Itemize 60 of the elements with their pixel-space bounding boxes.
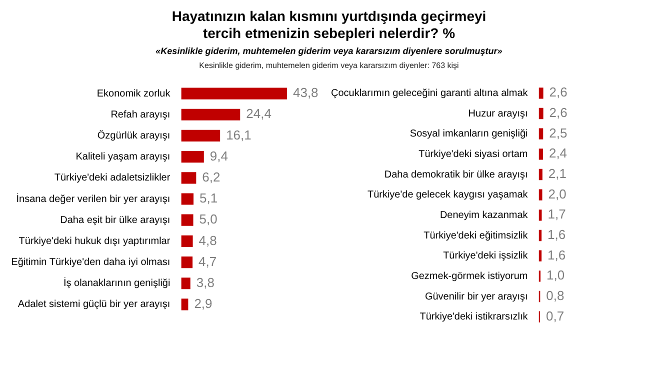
data-label: 0,7	[546, 308, 564, 324]
data-label: 5,0	[199, 212, 218, 227]
y-tick-label: Deneyim kazanmak	[440, 210, 529, 221]
y-tick-label: Türkiye'deki adaletsizlikler	[54, 172, 171, 184]
data-label: 2,0	[548, 186, 566, 202]
bar	[181, 278, 190, 290]
text: Hayatınızın kalan kısmını yurtdışında geçirmeyi tercih etmenizin sebepleri nelerdir? %	[170, 8, 488, 42]
y-tick-label: Sosyal imkanların genişliği	[410, 128, 528, 140]
data-label: 43,8	[292, 85, 318, 100]
data-label: 1,0	[546, 268, 565, 283]
data-label: 9,4	[210, 148, 228, 164]
bar	[181, 193, 194, 205]
data-label: 24,4	[246, 106, 272, 122]
y-tick-label: Türkiye'deki eğitimsizlik	[424, 230, 529, 242]
y-tick-label: Refah arayışı	[110, 109, 170, 120]
data-label: 1,7	[548, 206, 566, 222]
bar	[181, 151, 204, 163]
y-tick-label: Huzur arayışı	[468, 108, 528, 120]
data-label: 3,8	[196, 274, 214, 290]
y-tick-label: Eğitimin Türkiye'den daha iyi olması	[11, 257, 170, 268]
bar	[181, 298, 188, 310]
y-tick-label: Türkiye'deki işsizlik	[443, 250, 529, 262]
y-tick-label: Adalet sistemi güçlü bir yer arayışı	[18, 299, 170, 310]
bar	[181, 88, 287, 100]
y-tick-label: Türkiye'de gelecek kaygısı yaşamak	[367, 190, 529, 201]
y-tick-label: Türkiye'deki siyasi ortam	[418, 148, 528, 160]
data-label: 16,1	[226, 127, 252, 142]
bar	[181, 172, 196, 184]
data-label: 5,1	[200, 190, 218, 206]
text: «Kesinlikle giderim, muhtemelen giderim veya kararsızım diyenlere sorulmuştur»	[154, 46, 504, 56]
y-tick-label: Ekonomik zorluk	[96, 88, 172, 100]
bar	[181, 235, 193, 247]
data-label: 1,6	[548, 227, 566, 242]
text: Kesinlikle giderim, muhtemelen giderim veya kararsızım diyenler: 763 kişi	[198, 61, 460, 70]
data-label: 4,7	[198, 254, 217, 269]
y-tick-label: Kaliteli yaşam arayışı	[76, 152, 170, 163]
data-label: 2,6	[549, 105, 568, 120]
bar	[181, 108, 240, 120]
data-label: 2,6	[549, 84, 568, 100]
y-tick-label: Çocuklarımın geleceğini garanti altına almak	[330, 88, 529, 99]
data-label: 2,9	[194, 296, 212, 312]
bar	[181, 130, 220, 142]
data-label: 1,6	[548, 247, 566, 262]
y-tick-label: İnsana değer verilen bir yer arayışı	[16, 192, 170, 205]
y-tick-label: Güvenilir bir yer arayışı	[424, 291, 528, 302]
y-tick-label: İş olanaklarının genişliği	[63, 277, 170, 290]
data-label: 2,1	[548, 166, 567, 182]
data-label: 2,4	[548, 146, 568, 161]
y-tick-label: Özgürlük arayışı	[97, 129, 170, 142]
data-label: 4,8	[198, 232, 217, 248]
y-tick-label: Türkiye'deki hukuk dışı yaptırımlar	[18, 236, 171, 247]
y-tick-label: Daha eşit bir ülke arayışı	[60, 214, 170, 226]
y-tick-label: Daha demokratik bir ülke arayışı	[384, 169, 528, 180]
y-tick-label: Gezmek-görmek istiyorum	[411, 270, 528, 282]
y-tick-label: Türkiye'deki istikrarsızlık	[420, 312, 529, 323]
data-label: 2,5	[549, 125, 568, 140]
data-label: 0,8	[546, 288, 564, 304]
data-label: 6,2	[202, 169, 220, 184]
bar	[181, 214, 194, 226]
bar	[181, 256, 193, 268]
